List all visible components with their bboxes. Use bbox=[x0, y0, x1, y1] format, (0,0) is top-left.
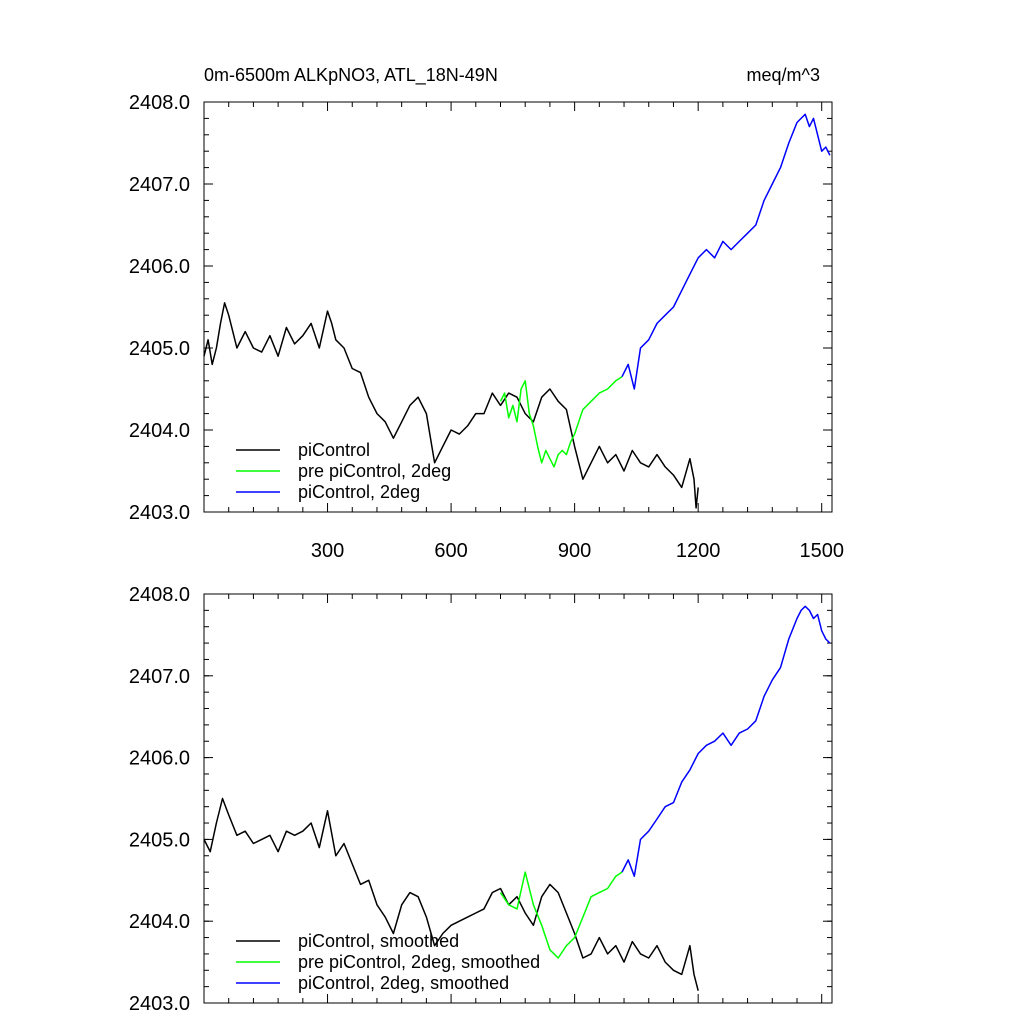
bottom-panel: 2403.0 2404.0 2405.0 2406.0 2407.0 2408.0 piCo… bbox=[129, 584, 833, 1015]
plot-frame bbox=[203, 593, 833, 1004]
y-tick-label: 2406.0 bbox=[129, 748, 190, 770]
y-tick-label: 2403.0 bbox=[129, 502, 190, 524]
plot-frame bbox=[203, 101, 833, 513]
y-tick-label: 2407.0 bbox=[129, 666, 190, 688]
legend-label: pre piControl, 2deg bbox=[298, 461, 451, 481]
series-line-2 bbox=[621, 605, 831, 877]
series-line-0 bbox=[203, 302, 699, 509]
y-tick-label: 2407.0 bbox=[129, 174, 190, 196]
y-tick-label: 2408.0 bbox=[129, 584, 190, 606]
legend-label: piControl, smoothed bbox=[298, 931, 459, 951]
series-line-2 bbox=[621, 113, 831, 390]
x-tick-label: 1500 bbox=[799, 540, 844, 562]
chart-title: 0m-6500m ALKpNO3, ATL_18N-49N bbox=[204, 65, 498, 86]
y-tick-label: 2405.0 bbox=[129, 829, 190, 851]
legend-label: piControl bbox=[298, 440, 370, 460]
units-label: meq/m^3 bbox=[747, 65, 820, 85]
x-tick-label: 900 bbox=[558, 540, 591, 562]
top-panel: 2403.0 2404.0 2405.0 2406.0 2407.0 2408.0 300 6… bbox=[129, 92, 844, 562]
y-tick-label: 2404.0 bbox=[129, 420, 190, 442]
y-tick-label: 2406.0 bbox=[129, 256, 190, 278]
series-line-1 bbox=[499, 376, 623, 468]
y-tick-label: 2404.0 bbox=[129, 911, 190, 933]
series-line-1 bbox=[499, 871, 623, 959]
y-tick-label: 2408.0 bbox=[129, 92, 190, 114]
legend-label: piControl, 2deg, smoothed bbox=[298, 973, 509, 993]
legend-label: pre piControl, 2deg, smoothed bbox=[298, 952, 540, 972]
x-tick-label: 300 bbox=[311, 540, 344, 562]
x-tick-label: 600 bbox=[434, 540, 467, 562]
y-tick-label: 2403.0 bbox=[129, 993, 190, 1015]
legend-label: piControl, 2deg bbox=[298, 482, 420, 502]
y-tick-label: 2405.0 bbox=[129, 338, 190, 360]
series-line-0 bbox=[203, 797, 699, 991]
x-tick-label: 1200 bbox=[676, 540, 721, 562]
